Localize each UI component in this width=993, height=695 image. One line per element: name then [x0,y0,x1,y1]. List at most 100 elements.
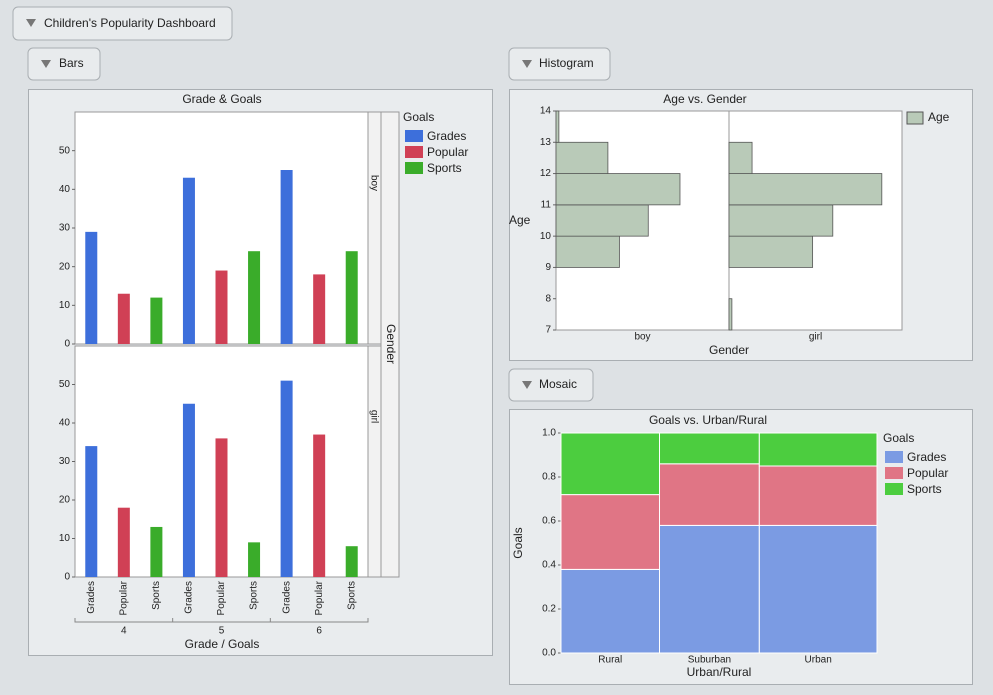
legend-label: Sports [907,482,942,496]
mosaic-cell [659,524,760,654]
bar [182,177,195,344]
histogram-bar [555,110,560,143]
button-bg[interactable] [27,47,101,81]
y-tick-label: 20 [59,495,71,506]
histogram-bar [555,173,681,206]
y-tick-label: 40 [59,184,71,195]
chart-title: Age vs. Gender [663,92,746,106]
collapse-icon[interactable] [522,381,532,389]
bar [313,434,326,577]
group-label: 5 [219,626,225,637]
x-tick-label: Urban [805,655,832,666]
legend-swatch [885,451,903,463]
bar [280,380,293,577]
y-tick-label: 40 [59,418,71,429]
button-bg[interactable] [12,6,233,41]
legend-label: Grades [907,450,946,464]
legend-label: Popular [427,145,468,159]
group-bracket [74,618,369,623]
bar [248,251,261,344]
dashboard-button[interactable]: Children's Popularity Dashboard [12,6,233,41]
facet-label: girl [368,410,379,423]
collapse-icon[interactable] [26,19,36,27]
x-tick-label: Rural [598,655,622,666]
y-tick-label: 0.0 [542,648,556,659]
x-tick-label: Popular [216,580,227,615]
x-tick-label: Sports [151,581,162,610]
bar [215,270,228,344]
bar [117,507,130,577]
bar [85,231,98,344]
mosaic-cell [659,463,760,526]
histogram-bar [728,204,834,237]
y-tick-label: 0.6 [542,516,556,527]
mosaic-cell [758,524,878,654]
x-axis-label: Gender [709,343,749,357]
bar [85,446,98,577]
bar [313,274,326,344]
legend-label: Sports [427,161,462,175]
mosaic-cell [758,432,878,467]
y-tick-label: 10 [540,231,552,242]
histogram-bar [728,141,753,174]
facet-strip [367,345,382,578]
bar [345,251,358,344]
x-tick-label: Grades [86,581,97,614]
facet-axis-strip [380,111,400,578]
y-tick-label: 13 [540,137,552,148]
legend-swatch [405,162,423,174]
x-tick-label: Sports [346,581,357,610]
histogram-button[interactable]: Histogram [508,47,611,81]
legend-label: Age [928,110,950,124]
histogram-bar [728,173,883,206]
group-label: 6 [316,626,322,637]
y-tick-label: 0.4 [542,560,556,571]
y-tick-label: 0.8 [542,472,556,483]
legend-swatch [405,146,423,158]
group-label: 4 [121,626,127,637]
y-tick-label: 9 [545,262,551,273]
y-tick-label: 50 [59,145,71,156]
legend-swatch [906,111,924,125]
bar [248,542,261,577]
bar [182,403,195,577]
button-label[interactable]: Children's Popularity Dashboard [44,16,216,30]
legend-title: Goals [403,110,434,124]
mosaic-cell [560,568,661,654]
x-tick-label: Grades [281,581,292,614]
button-label[interactable]: Histogram [539,56,594,70]
legend-swatch [885,483,903,495]
collapse-icon[interactable] [41,60,51,68]
y-tick-label: 10 [59,300,71,311]
mosaic-cell [560,432,661,496]
bar [150,297,163,344]
button-label[interactable]: Mosaic [539,377,577,391]
y-tick-label: 20 [59,261,71,272]
bar [117,293,130,344]
button-label[interactable]: Bars [59,56,84,70]
button-bg[interactable] [508,47,611,81]
y-tick-label: 30 [59,223,71,234]
bars-button[interactable]: Bars [27,47,101,81]
x-tick-label: girl [809,332,822,343]
legend-swatch [405,130,423,142]
collapse-icon[interactable] [522,60,532,68]
button-bg[interactable] [508,368,594,402]
legend-label: Popular [907,466,948,480]
x-tick-label: Sports [249,581,260,610]
y-tick-label: 0 [64,572,70,583]
facet-label: boy [368,175,379,191]
bar [280,170,293,344]
x-tick-label: Grades [184,581,195,614]
bar [215,438,228,577]
mosaic-button[interactable]: Mosaic [508,368,594,402]
x-tick-label: boy [634,332,650,343]
x-axis-label: Grade / Goals [185,637,260,651]
x-tick-label: Popular [118,580,129,615]
y-tick-label: 0.2 [542,604,556,615]
x-axis-label: Urban/Rural [687,665,752,679]
y-tick-label: 0 [64,339,70,350]
histogram-bar [555,204,649,237]
mosaic-cell [659,432,760,465]
